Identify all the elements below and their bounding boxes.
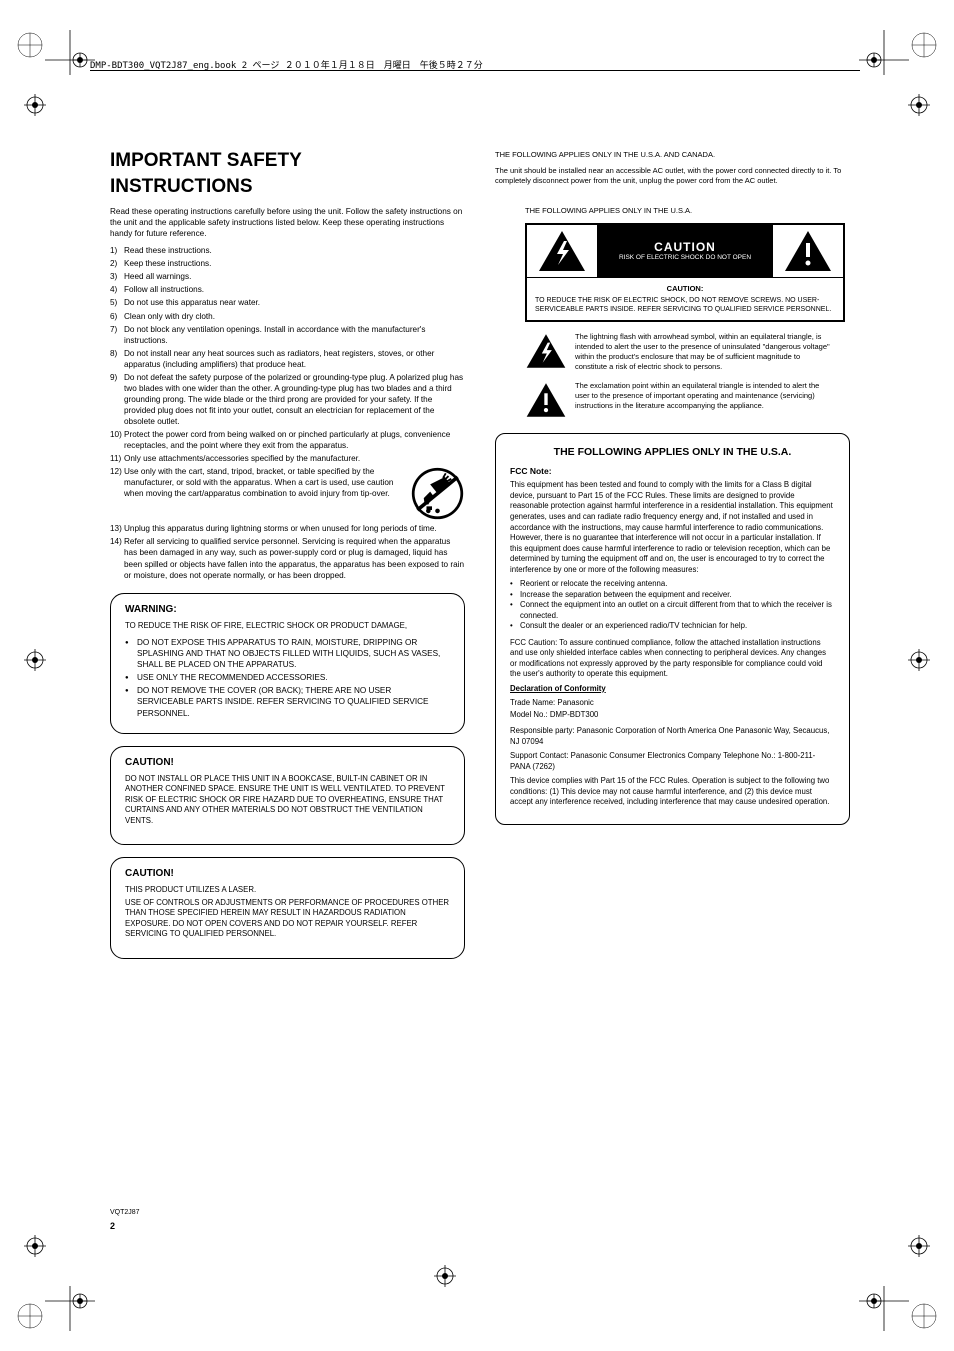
instr-7: 7)Do not block any ventilation openings.… <box>110 324 465 346</box>
reg-mark-r1 <box>904 90 934 120</box>
fcc-note-title: FCC Note: <box>510 466 835 476</box>
fcc-li-2: Increase the separation between the equi… <box>510 590 835 601</box>
instr-11: 11)Only use attachments/accessories spec… <box>110 453 465 464</box>
instr-10-text: Protect the power cord from being walked… <box>124 430 450 450</box>
title-line2: INSTRUCTIONS <box>110 176 465 198</box>
lightning-symbol-row: The lightning flash with arrowhead symbo… <box>525 332 850 371</box>
fcc-caution: FCC Caution: To assure continued complia… <box>510 638 835 680</box>
page-number: 2 <box>110 1221 115 1231</box>
instr-6: 6)Clean only with dry cloth. <box>110 311 465 322</box>
part15: This device complies with Part 15 of the… <box>510 776 835 808</box>
warning-sub: TO REDUCE THE RISK OF FIRE, ELECTRIC SHO… <box>125 621 450 632</box>
caution-label-box: CAUTION RISK OF ELECTRIC SHOCK DO NOT OP… <box>525 223 845 323</box>
instr-11-text: Only use attachments/accessories specifi… <box>124 454 360 463</box>
caution2-l1: THIS PRODUCT UTILIZES A LASER. <box>125 885 450 896</box>
caution-body: TO REDUCE THE RISK OF ELECTRIC SHOCK, DO… <box>535 296 835 314</box>
instr-5-text: Do not use this apparatus near water. <box>124 298 260 307</box>
caution2-title: CAUTION! <box>125 868 450 879</box>
crop-mark-bl <box>15 1251 95 1331</box>
instr-4-text: Follow all instructions. <box>124 285 204 294</box>
exclamation-triangle-icon <box>773 225 843 277</box>
warning-b2: USE ONLY THE RECOMMENDED ACCESSORIES. <box>125 672 450 683</box>
instr-2-text: Keep these instructions. <box>124 259 211 268</box>
lightning-desc: The lightning flash with arrowhead symbo… <box>575 332 850 371</box>
fcc-li-3: Connect the equipment into an outlet on … <box>510 600 835 621</box>
header-rule <box>90 70 860 71</box>
right-column: THE FOLLOWING APPLIES ONLY IN THE U.S.A.… <box>495 150 850 825</box>
instr-8-text: Do not install near any heat sources suc… <box>124 349 434 369</box>
instr-6-text: Clean only with dry cloth. <box>124 312 215 321</box>
exclamation-triangle-small-icon <box>525 381 567 419</box>
fcc-box: THE FOLLOWING APPLIES ONLY IN THE U.S.A.… <box>495 433 850 824</box>
warning-title: WARNING: <box>125 604 450 615</box>
intro-para: Read these operating instructions carefu… <box>110 206 465 239</box>
lightning-triangle-icon <box>527 225 597 277</box>
instr-9: 9)Do not defeat the safety purpose of th… <box>110 372 465 427</box>
caution1-body: DO NOT INSTALL OR PLACE THIS UNIT IN A B… <box>125 774 450 827</box>
instr-8: 8)Do not install near any heat sources s… <box>110 348 465 370</box>
page-content: IMPORTANT SAFETY INSTRUCTIONS Read these… <box>110 150 850 959</box>
instr-4: 4)Follow all instructions. <box>110 284 465 295</box>
decl-resp: Responsible party: Panasonic Corporation… <box>510 726 835 747</box>
instr-12-text: Use only with the cart, stand, tripod, b… <box>124 467 393 498</box>
vqt-code: VQT2J87 <box>110 1209 140 1216</box>
reg-mark-l2 <box>20 645 50 675</box>
lightning-triangle-small-icon <box>525 332 567 370</box>
instr-10: 10)Protect the power cord from being wal… <box>110 429 465 451</box>
warning-box: WARNING: TO REDUCE THE RISK OF FIRE, ELE… <box>110 593 465 734</box>
caution2-l2: USE OF CONTROLS OR ADJUSTMENTS OR PERFOR… <box>125 898 450 940</box>
instr-2: 2)Keep these instructions. <box>110 258 465 269</box>
exclamation-desc: The exclamation point within an equilate… <box>575 381 850 410</box>
instr-7-text: Do not block any ventilation openings. I… <box>124 325 426 345</box>
outlet-note: The unit should be installed near an acc… <box>495 166 850 186</box>
instr-3: 3)Heed all warnings. <box>110 271 465 282</box>
caution-risk: RISK OF ELECTRIC SHOCK DO NOT OPEN <box>598 254 772 261</box>
title-line1: IMPORTANT SAFETY <box>110 150 465 172</box>
instr-13: 13)Unplug this apparatus during lightnin… <box>110 523 465 534</box>
applies-usa: THE FOLLOWING APPLIES ONLY IN THE U.S.A. <box>525 206 850 216</box>
warning-b3: DO NOT REMOVE THE COVER (OR BACK); THERE… <box>125 685 450 718</box>
caution1-title: CAUTION! <box>125 757 450 768</box>
instr-14: 14)Refer all servicing to qualified serv… <box>110 536 465 580</box>
instr-13-text: Unplug this apparatus during lightning s… <box>124 524 437 533</box>
reg-mark-l1 <box>20 90 50 120</box>
instr-12: 12) Use only with the cart, stand, tripo… <box>110 466 465 521</box>
instr-5: 5)Do not use this apparatus near water. <box>110 297 465 308</box>
decl-support: Support Contact: Panasonic Consumer Elec… <box>510 751 835 772</box>
fcc-p1: This equipment has been tested and found… <box>510 480 835 575</box>
exclamation-symbol-row: The exclamation point within an equilate… <box>525 381 850 419</box>
instr-1: 1)Read these instructions. <box>110 245 465 256</box>
reg-mark-bc <box>430 1261 460 1291</box>
fcc-applies: THE FOLLOWING APPLIES ONLY IN THE U.S.A. <box>510 446 835 458</box>
decl-model: Model No.: DMP-BDT300 <box>510 710 835 721</box>
instr-14-text: Refer all servicing to qualified service… <box>124 537 464 579</box>
caution-box-1: CAUTION! DO NOT INSTALL OR PLACE THIS UN… <box>110 746 465 846</box>
decl-trade: Trade Name: Panasonic <box>510 698 835 709</box>
caution-word: CAUTION <box>598 240 772 254</box>
caution-cap: CAUTION: <box>535 284 835 294</box>
crop-mark-br <box>859 1251 939 1331</box>
applies-usa-canada: THE FOLLOWING APPLIES ONLY IN THE U.S.A.… <box>495 150 850 160</box>
instr-9-text: Do not defeat the safety purpose of the … <box>124 373 463 426</box>
left-column: IMPORTANT SAFETY INSTRUCTIONS Read these… <box>110 150 465 959</box>
instr-1-text: Read these instructions. <box>124 246 212 255</box>
caution-box-2: CAUTION! THIS PRODUCT UTILIZES A LASER. … <box>110 857 465 959</box>
fcc-li-4: Consult the dealer or an experienced rad… <box>510 621 835 632</box>
cart-tipover-icon <box>410 466 465 521</box>
warning-b1: DO NOT EXPOSE THIS APPARATUS TO RAIN, MO… <box>125 637 450 670</box>
instr-3-text: Heed all warnings. <box>124 272 191 281</box>
reg-mark-r2 <box>904 645 934 675</box>
fcc-li-1: Reorient or relocate the receiving anten… <box>510 579 835 590</box>
decl-title: Declaration of Conformity <box>510 684 835 695</box>
